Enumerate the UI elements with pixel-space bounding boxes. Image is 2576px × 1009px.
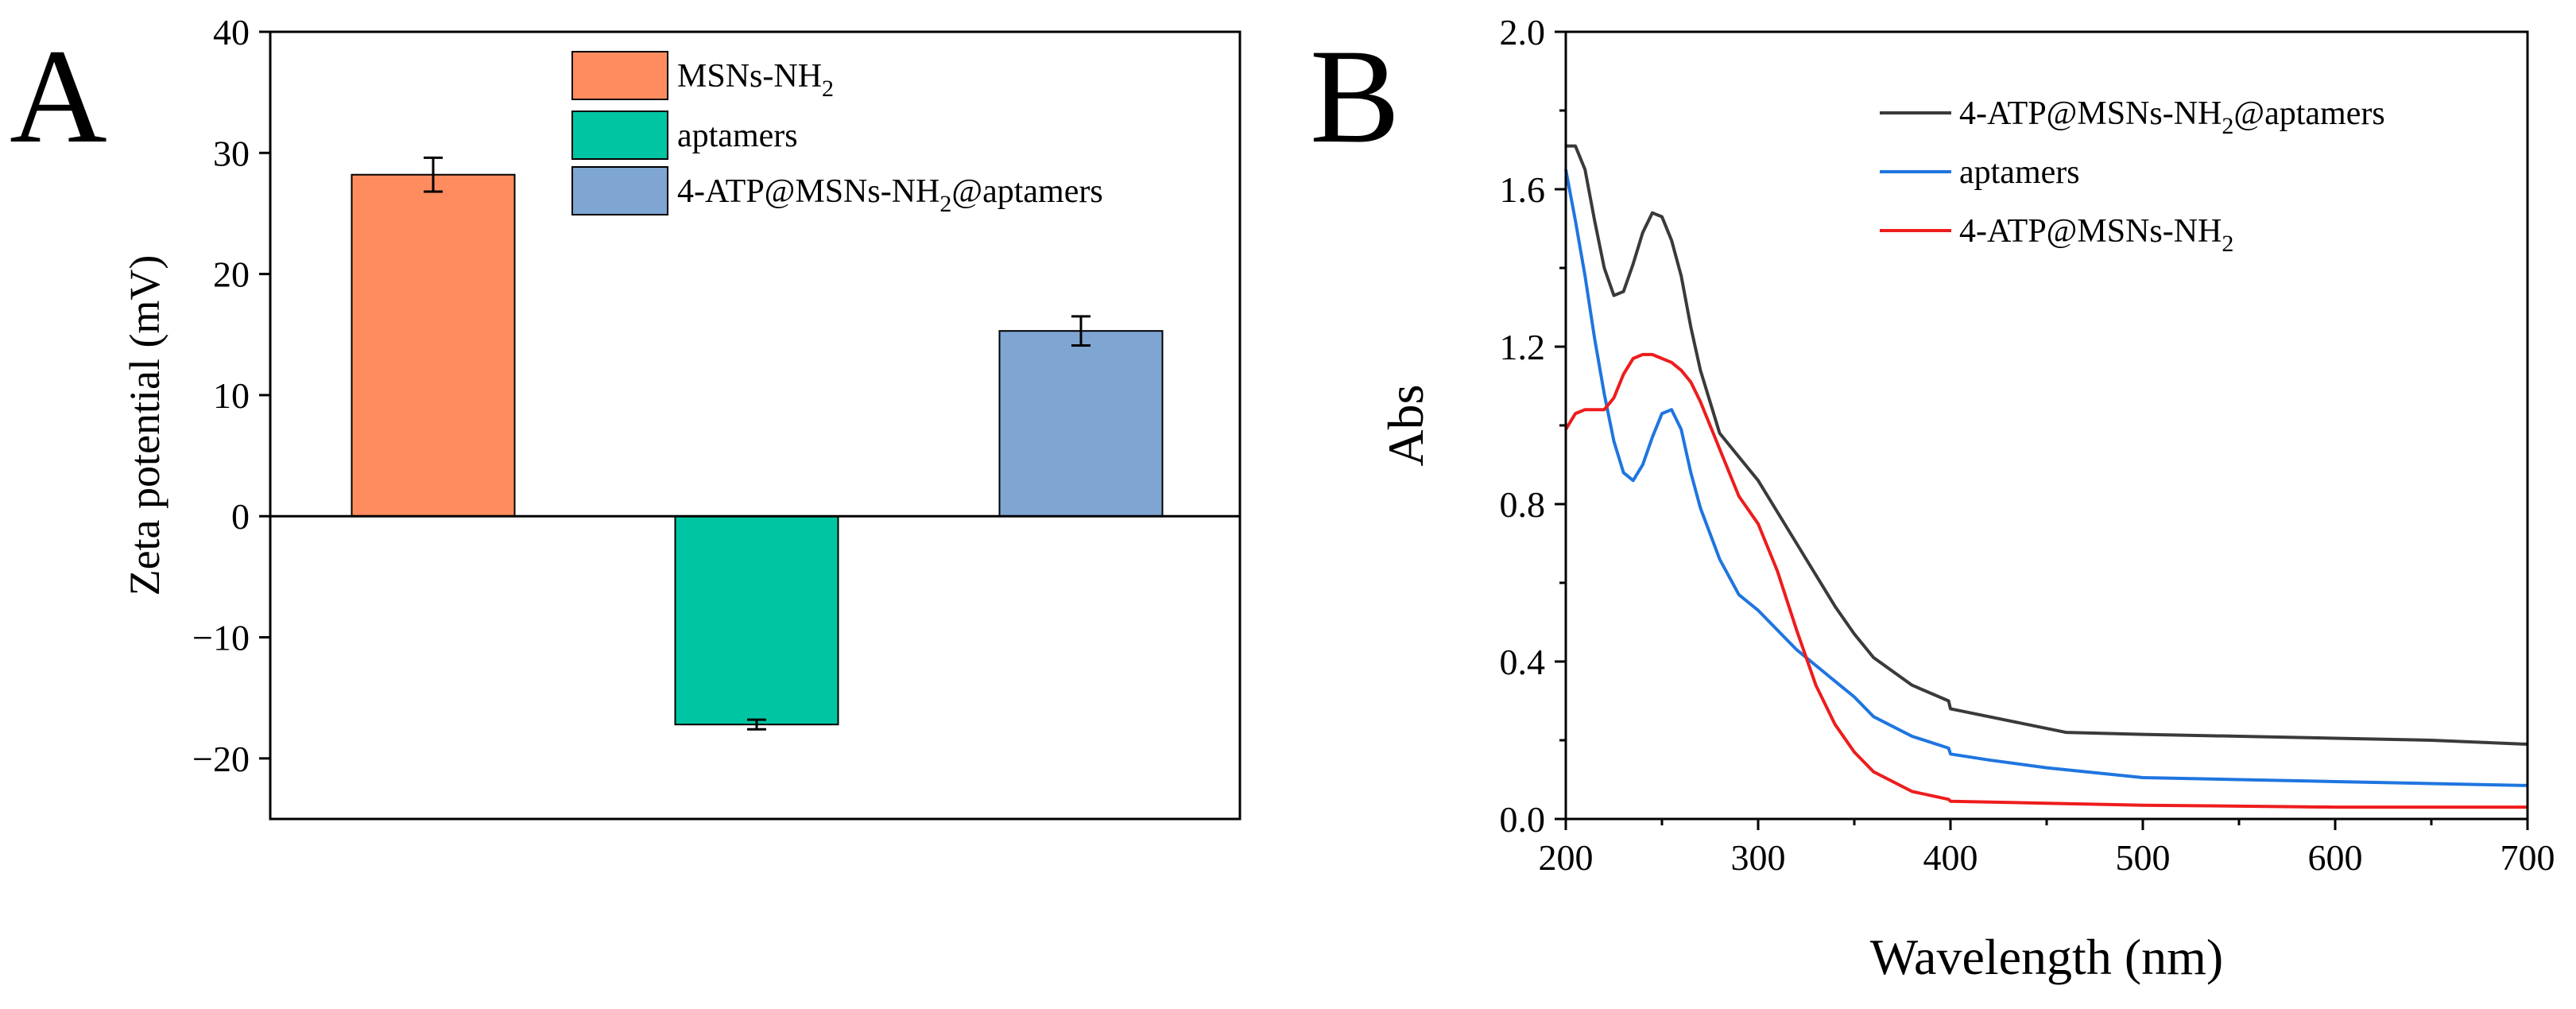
plot-frame xyxy=(269,30,1242,821)
series-line-1 xyxy=(1564,169,2528,787)
y-tick-label: 30 xyxy=(213,133,250,173)
y-tick-label: 0 xyxy=(231,496,250,537)
x-tick-label: 400 xyxy=(1923,837,1978,878)
y-tick-label: 0.8 xyxy=(1500,484,1546,525)
legend-label-main: aptamers xyxy=(1959,154,2080,191)
y-axis-ticks: 40 30 20 10 0 −10 −20 xyxy=(192,12,270,779)
error-bars xyxy=(424,156,1090,731)
legend-label-main: 4-ATP@MSNs-NH xyxy=(677,173,939,210)
x-tick-label: 300 xyxy=(1731,837,1786,878)
legend: 4-ATP@MSNs-NH2@aptamersaptamers4-ATP@MSN… xyxy=(1880,95,2385,257)
y-tick-label: 10 xyxy=(213,375,250,416)
x-tick-label: 600 xyxy=(2308,837,2363,878)
y-axis-ticks: 0.0 0.4 0.8 1.2 1.6 2.0 xyxy=(1500,12,1566,840)
panel-label-b: B xyxy=(1310,21,1400,171)
y-tick-label: 20 xyxy=(213,254,250,295)
y-tick-label: 0.4 xyxy=(1500,642,1546,682)
legend-label-main: aptamers xyxy=(677,118,798,154)
x-axis-ticks: 200 300 400 500 600 700 xyxy=(1539,819,2555,878)
legend-label-0: MSNs-NH2 xyxy=(677,58,834,102)
y-tick-label: −10 xyxy=(192,618,250,658)
bar-chart-zeta: 40 30 20 10 0 −10 −20 Zeta potential (mV) MSNs… xyxy=(121,12,1242,821)
series-line-0 xyxy=(1566,144,2528,746)
line-chart-absorbance: 200 300 400 500 600 700 0.0 0.4 0.8 1.2 1.6 2.0 Wa… xyxy=(1377,12,2555,985)
legend-label-tail: @aptamers xyxy=(951,173,1102,210)
y-tick-label: 1.2 xyxy=(1500,327,1546,367)
legend-label-tail: @aptamers xyxy=(2233,95,2384,132)
legend-label-main: MSNs-NH xyxy=(677,58,822,95)
legend-label-subscript: 2 xyxy=(939,191,951,217)
legend-label-subscript: 2 xyxy=(2222,113,2233,139)
panel-label-a: A xyxy=(10,21,107,171)
bars xyxy=(351,173,1164,726)
bar-1 xyxy=(674,515,839,726)
y-tick-label: 40 xyxy=(213,12,250,52)
legend-label-2: 4-ATP@MSNs-NH2@aptamers xyxy=(677,173,1103,217)
legend-label-subscript: 2 xyxy=(822,76,834,102)
y-axis-label: Abs xyxy=(1377,384,1434,466)
legend-label-1: aptamers xyxy=(1959,154,2080,191)
y-tick-label: 2.0 xyxy=(1500,12,1546,52)
series-lines xyxy=(1564,144,2528,809)
x-tick-label: 700 xyxy=(2500,837,2555,878)
legend-label-subscript: 2 xyxy=(2222,231,2233,257)
legend-label-0: 4-ATP@MSNs-NH2@aptamers xyxy=(1959,95,2385,139)
y-tick-label: −20 xyxy=(192,739,250,779)
x-axis-label: Wavelength (nm) xyxy=(1870,929,2223,985)
legend-swatch-2 xyxy=(571,166,668,215)
x-tick-label: 200 xyxy=(1539,837,1594,878)
legend-swatch-1 xyxy=(571,111,668,160)
x-tick-label: 500 xyxy=(2116,837,2171,878)
legend-label-2: 4-ATP@MSNs-NH2 xyxy=(1959,213,2233,257)
y-tick-label: 0.0 xyxy=(1500,799,1546,840)
bar-2 xyxy=(998,330,1164,518)
legend-label-1: aptamers xyxy=(677,118,798,154)
legend-swatch-0 xyxy=(571,51,668,100)
y-tick-label: 1.6 xyxy=(1500,169,1546,210)
legend-label-main: 4-ATP@MSNs-NH xyxy=(1959,95,2222,132)
legend-label-main: 4-ATP@MSNs-NH xyxy=(1959,213,2222,250)
series-line-2 xyxy=(1564,352,2528,809)
bar-0 xyxy=(351,173,516,518)
y-axis-label: Zeta potential (mV) xyxy=(121,255,169,596)
